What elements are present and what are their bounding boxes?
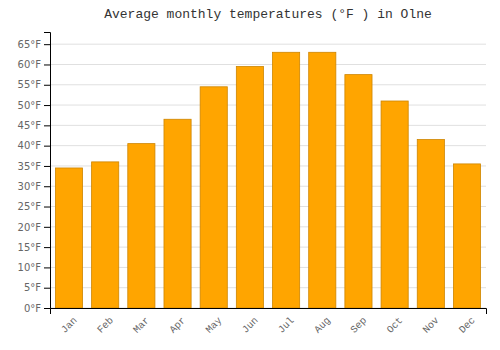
- tick: 55°F: [18, 79, 50, 90]
- grid-line: [50, 84, 486, 85]
- tick-label: Apr: [168, 315, 189, 336]
- bar: [345, 75, 372, 308]
- tick-mark: [44, 247, 50, 248]
- tick-mark: [44, 288, 50, 289]
- tick: May: [204, 315, 225, 336]
- bar: [273, 52, 300, 308]
- tick-label: Jun: [240, 315, 261, 336]
- tick: Mar: [131, 315, 152, 336]
- chart-container: 0°F 5°F 10°F 15°F 20°F 25°F 30°F 35°F 40°F 45°F 50…: [0, 0, 500, 350]
- tick-label: 15°F: [18, 242, 42, 253]
- tick-label: 65°F: [18, 39, 42, 50]
- title: Average monthly temperatures (°F ) in Ol…: [104, 7, 432, 22]
- tick-mark: [44, 166, 50, 167]
- bar: [55, 168, 82, 308]
- tick: 65°F: [18, 39, 50, 50]
- tick-label: 10°F: [18, 262, 42, 273]
- bar: [200, 87, 227, 308]
- chart-svg: 0°F 5°F 10°F 15°F 20°F 25°F 30°F 35°F 40°F 45°F 50…: [0, 0, 500, 350]
- tick-label: 30°F: [18, 181, 42, 192]
- tick: Aug: [312, 315, 333, 336]
- tick-label: 35°F: [18, 161, 42, 172]
- grid-line: [50, 105, 486, 106]
- bars: [55, 52, 480, 308]
- plot: 0°F 5°F 10°F 15°F 20°F 25°F 30°F 35°F 40°F 45°F 50…: [18, 33, 487, 336]
- axis-line: [51, 309, 487, 315]
- tick-mark: [44, 64, 50, 65]
- tick: Oct: [385, 315, 406, 336]
- tick-mark: [44, 207, 50, 208]
- tick: Apr: [168, 315, 189, 336]
- tick: Jan: [59, 315, 80, 336]
- tick: Jun: [240, 315, 261, 336]
- grid-line: [50, 44, 486, 45]
- tick: 40°F: [18, 140, 50, 151]
- tick: 25°F: [18, 201, 50, 212]
- tick-label: Nov: [421, 315, 442, 336]
- tick: Jul: [276, 315, 297, 336]
- tick-mark: [44, 267, 50, 268]
- tick: Nov: [421, 315, 442, 336]
- tick-mark: [44, 125, 50, 126]
- x-axis: Jan Feb Mar Apr May Jun Jul Aug Sep Oct Nov Dec: [51, 309, 487, 336]
- tick-label: 60°F: [18, 59, 42, 70]
- bar: [309, 52, 336, 308]
- tick-label: 5°F: [24, 282, 41, 293]
- tick-label: 40°F: [18, 140, 42, 151]
- tick-mark: [44, 44, 50, 45]
- bar: [417, 140, 444, 308]
- tick: 35°F: [18, 161, 50, 172]
- tick-label: Feb: [95, 315, 116, 336]
- tick-label: May: [204, 315, 225, 336]
- tick-mark: [44, 186, 50, 187]
- bar: [453, 164, 480, 308]
- tick-label: Jan: [59, 315, 80, 336]
- axis-line: [44, 33, 51, 309]
- tick-mark: [44, 146, 50, 147]
- grid: [50, 44, 486, 308]
- tick-mark: [44, 85, 50, 86]
- tick: 15°F: [18, 242, 50, 253]
- tick: Sep: [349, 315, 370, 336]
- tick: 50°F: [18, 100, 50, 111]
- tick-label: 20°F: [18, 222, 42, 233]
- tick-label: 45°F: [18, 120, 42, 131]
- tick-label: Dec: [457, 315, 478, 336]
- y-axis: 0°F 5°F 10°F 15°F 20°F 25°F 30°F 35°F 40°F 45°F 50…: [18, 33, 51, 314]
- tick-mark: [44, 105, 50, 106]
- tick-label: 50°F: [18, 100, 42, 111]
- tick-label: 25°F: [18, 201, 42, 212]
- grid-line: [50, 125, 486, 126]
- tick: Dec: [457, 315, 478, 336]
- tick: 60°F: [18, 59, 50, 70]
- tick-label: Jul: [276, 315, 297, 336]
- tick: 45°F: [18, 120, 50, 131]
- tick-label: 0°F: [24, 303, 41, 314]
- tick: 5°F: [24, 282, 50, 293]
- tick-mark: [44, 227, 50, 228]
- grid-line: [50, 64, 486, 65]
- bar: [92, 162, 119, 308]
- tick-label: Sep: [349, 315, 370, 336]
- bar: [236, 67, 263, 309]
- tick: 0°F: [24, 303, 50, 314]
- bar: [128, 144, 155, 308]
- tick-label: Mar: [131, 315, 152, 336]
- bar: [164, 119, 191, 308]
- tick: 20°F: [18, 222, 50, 233]
- tick: 30°F: [18, 181, 50, 192]
- tick-label: 55°F: [18, 79, 42, 90]
- tick: 10°F: [18, 262, 50, 273]
- tick-label: Aug: [312, 315, 333, 336]
- bar: [381, 101, 408, 308]
- tick-label: Oct: [385, 315, 406, 336]
- tick: Feb: [95, 315, 116, 336]
- tick-mark: [44, 308, 50, 309]
